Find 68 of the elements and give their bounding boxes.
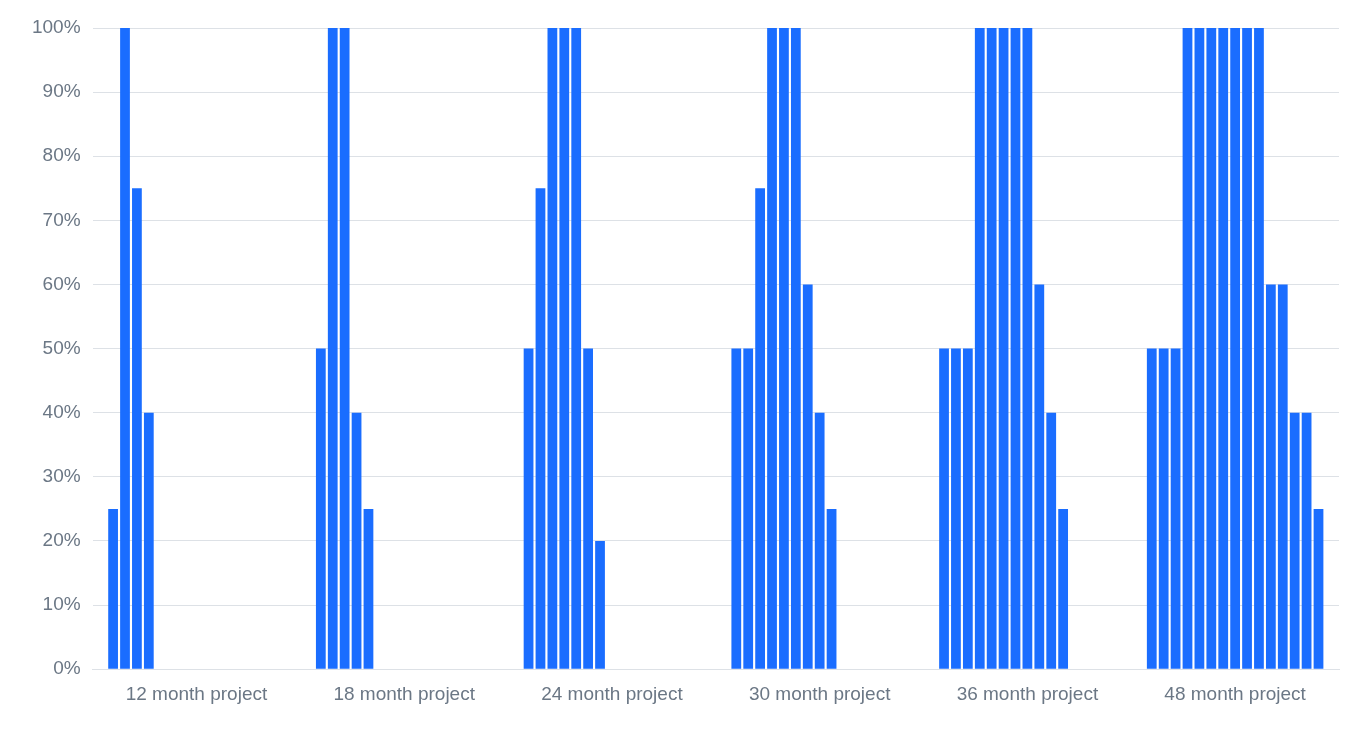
bar	[1230, 28, 1241, 669]
x-tick-label: 18 month project	[333, 682, 476, 704]
bar	[132, 188, 142, 669]
bar	[1170, 348, 1181, 669]
x-tick-label: 30 month project	[748, 682, 892, 704]
y-tick-label: 20%	[42, 529, 81, 551]
bar	[559, 28, 570, 669]
y-tick-label: 70%	[42, 208, 81, 230]
y-tick-label: 10%	[42, 593, 81, 615]
y-tick-label: 30%	[42, 465, 81, 487]
y-tick-label: 80%	[42, 144, 81, 166]
bar	[315, 348, 326, 669]
bar	[339, 28, 350, 669]
bar	[1254, 28, 1264, 669]
bar	[1158, 348, 1169, 669]
x-tick-label: 48 month project	[1164, 682, 1307, 704]
y-tick-label: 90%	[42, 80, 81, 102]
bar	[1058, 508, 1069, 669]
bar	[826, 508, 837, 669]
bar	[1182, 28, 1193, 669]
bar	[755, 188, 765, 669]
bar	[535, 188, 546, 669]
bar	[790, 28, 801, 669]
bar	[1313, 508, 1324, 669]
bar	[1218, 28, 1229, 669]
bar	[974, 28, 985, 669]
bar	[962, 348, 973, 669]
bar	[108, 508, 118, 669]
bar	[351, 412, 362, 669]
bar	[779, 28, 789, 669]
x-tick-label: 36 month project	[956, 682, 1099, 704]
bar	[1301, 412, 1312, 669]
bar	[951, 348, 961, 669]
bar	[571, 28, 582, 669]
x-tick-label: 12 month project	[125, 682, 268, 704]
bar	[1277, 284, 1288, 669]
bar	[363, 508, 374, 669]
bar	[1206, 28, 1217, 669]
bar	[1034, 284, 1045, 669]
bar	[1146, 348, 1157, 669]
bar	[1242, 28, 1252, 669]
bar	[802, 284, 813, 669]
bar	[583, 348, 593, 669]
bar	[731, 348, 742, 669]
bar	[939, 348, 949, 669]
bar	[1289, 412, 1300, 669]
bar	[327, 28, 338, 669]
y-tick-label: 60%	[42, 272, 81, 294]
y-tick-label: 0%	[53, 657, 81, 679]
bar	[767, 28, 777, 669]
bar	[986, 28, 997, 669]
bar	[523, 348, 534, 669]
y-tick-label: 100%	[31, 16, 81, 38]
y-tick-label: 40%	[42, 400, 81, 422]
bar	[1194, 28, 1205, 669]
bar	[120, 28, 130, 669]
bar	[1046, 412, 1057, 669]
bar	[1022, 28, 1033, 669]
bar	[998, 28, 1009, 669]
bar	[1265, 284, 1276, 669]
bar	[814, 412, 825, 669]
bar	[1010, 28, 1021, 669]
bar	[143, 412, 154, 669]
bar	[743, 348, 754, 669]
bar	[595, 540, 605, 669]
bar	[547, 28, 558, 669]
y-tick-label: 50%	[42, 336, 81, 358]
x-tick-label: 24 month project	[541, 682, 684, 704]
